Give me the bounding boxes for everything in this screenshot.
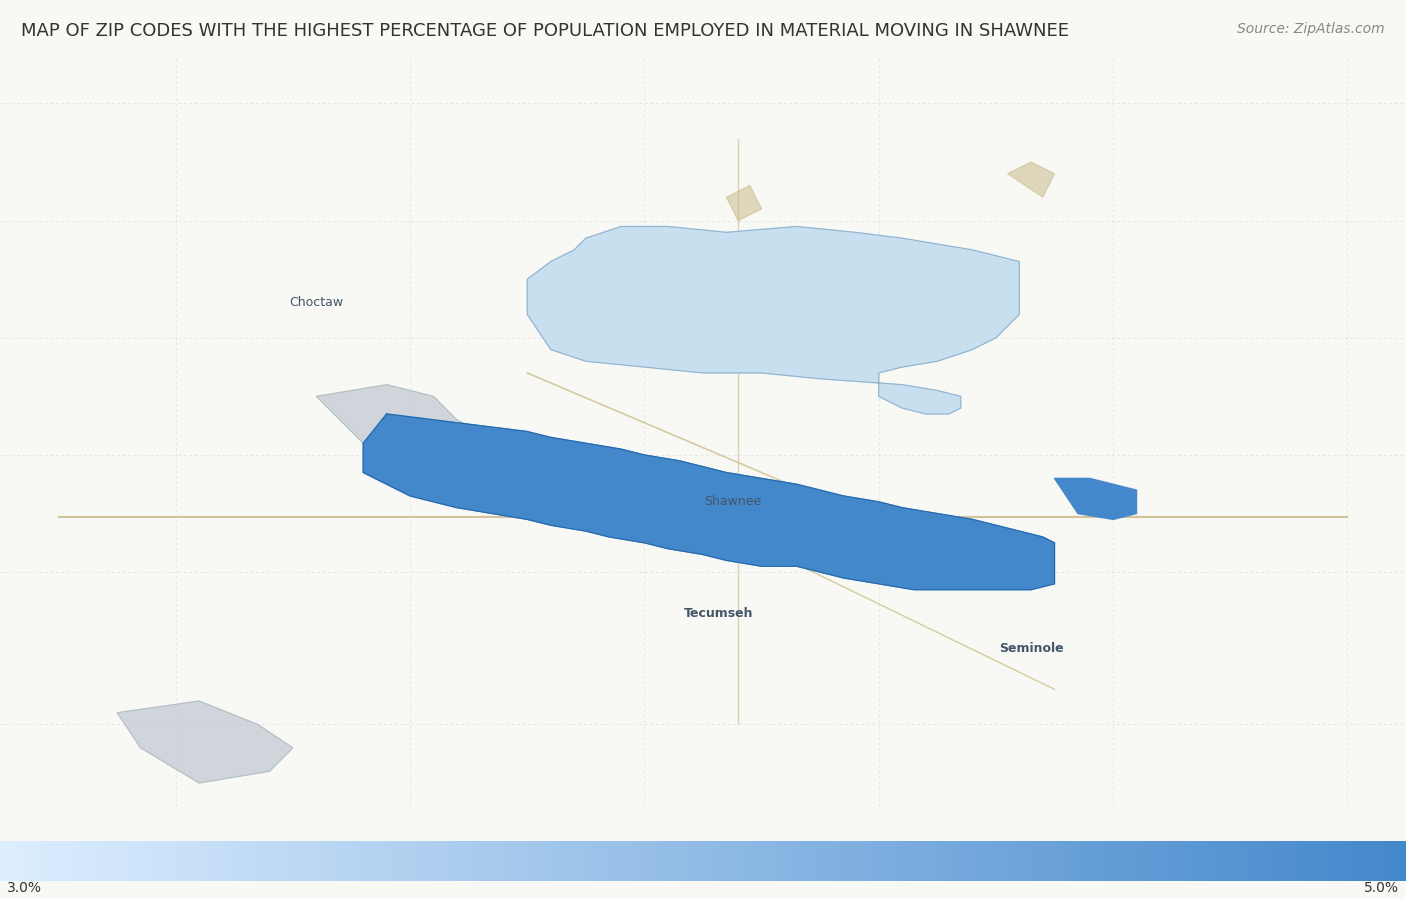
Polygon shape [1054, 478, 1136, 520]
Polygon shape [727, 185, 762, 220]
Text: Seminole: Seminole [998, 642, 1063, 654]
Polygon shape [527, 227, 1019, 414]
Polygon shape [117, 701, 292, 783]
Text: Choctaw: Choctaw [290, 296, 343, 309]
Polygon shape [1008, 162, 1054, 197]
Text: Tecumseh: Tecumseh [683, 607, 754, 619]
Text: 5.0%: 5.0% [1364, 880, 1399, 895]
Text: MAP OF ZIP CODES WITH THE HIGHEST PERCENTAGE OF POPULATION EMPLOYED IN MATERIAL : MAP OF ZIP CODES WITH THE HIGHEST PERCEN… [21, 22, 1069, 40]
Text: Source: ZipAtlas.com: Source: ZipAtlas.com [1237, 22, 1385, 37]
Text: 3.0%: 3.0% [7, 880, 42, 895]
Text: Shawnee: Shawnee [703, 495, 761, 508]
Polygon shape [316, 385, 481, 467]
Polygon shape [363, 414, 1054, 590]
